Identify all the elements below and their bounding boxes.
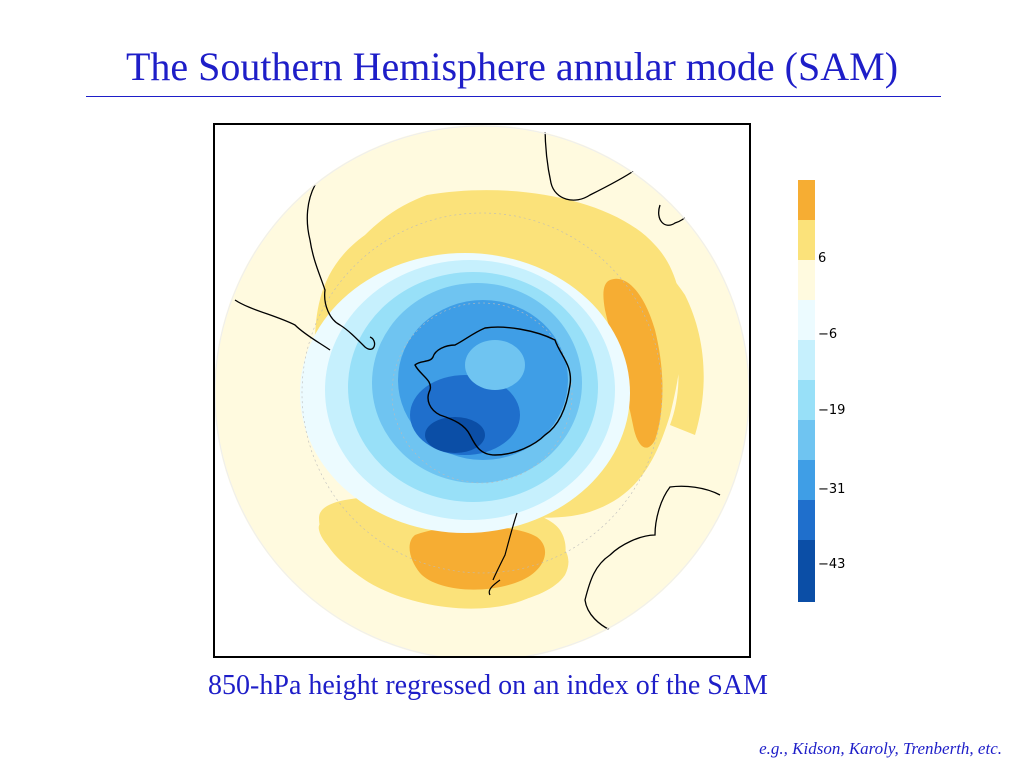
colorbar-label: −43 [818, 557, 846, 572]
colorbar-swatch-4 [798, 300, 815, 340]
colorbar-swatch-7 [798, 420, 815, 460]
latitude-circles [301, 212, 663, 574]
colorbar-label: −31 [818, 482, 846, 497]
colorbar-swatch-10 [798, 540, 815, 602]
title-underline [86, 96, 941, 97]
colorbar-swatch-5 [798, 340, 815, 380]
colorbar-swatch-6 [798, 380, 815, 420]
new-zealand-coastline [488, 512, 518, 596]
antarctica-coastline [414, 326, 572, 456]
figure-caption: 850-hPa height regressed on an index of … [208, 670, 768, 701]
colorbar-swatch-2 [798, 220, 815, 260]
credit-text: e.g., Kidson, Karoly, Trenberth, etc. [759, 739, 1002, 758]
colorbar-swatch-8 [798, 460, 815, 500]
colorbar-swatch-9 [798, 500, 815, 540]
colorbar-swatch-1 [798, 180, 815, 220]
colorbar-label: 6 [818, 251, 827, 266]
positive-anomaly-south-core [409, 526, 546, 590]
colorbar: 6 −6 −19 −31 −43 [796, 180, 856, 605]
south-america-coastline [234, 184, 376, 351]
colorbar-swatch-3 [798, 260, 815, 300]
negative-anomaly-core [425, 417, 485, 453]
slide-title: The Southern Hemisphere annular mode (SA… [125, 44, 899, 89]
colorbar-label: −19 [818, 403, 846, 418]
map-boundary [215, 125, 749, 656]
map-panel [213, 123, 751, 658]
colorbar-label: −6 [818, 327, 838, 342]
polar-map [215, 125, 749, 656]
positive-anomaly-east-core [603, 278, 663, 448]
polar-weak-negative [465, 340, 525, 390]
